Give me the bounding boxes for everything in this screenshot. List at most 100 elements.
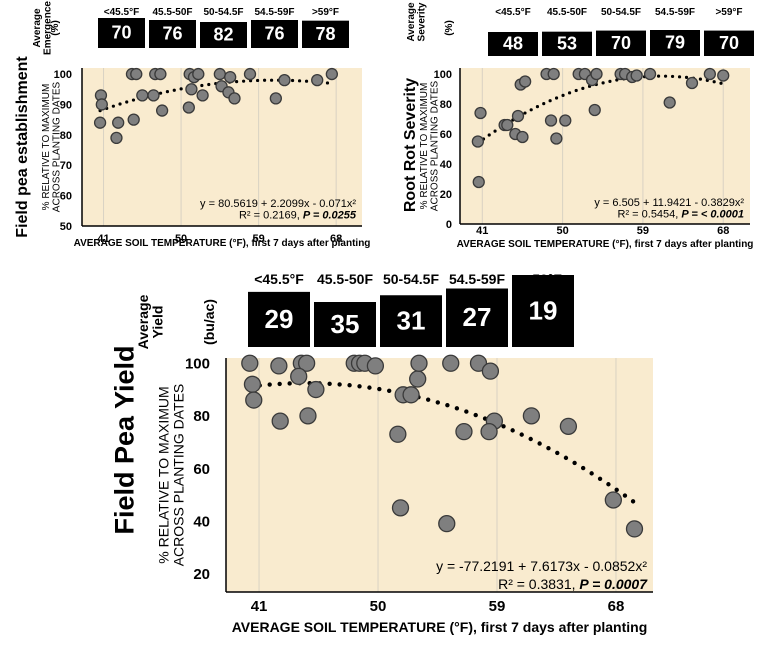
y-axis-title: % RELATIVE TO MAXIMUMACROSS PLANTING DAT…: [41, 81, 63, 212]
data-point: [469, 354, 488, 372]
data-point: [196, 89, 209, 102]
bin-range-label: 45.5-50F: [547, 7, 587, 18]
data-point: [625, 520, 644, 538]
data-point: [93, 116, 107, 129]
x-tick-label: 68: [608, 598, 625, 615]
bar-label: AverageEmergence: [32, 1, 54, 55]
bar-value-label: 70: [719, 33, 739, 53]
x-axis-title: AVERAGE SOIL TEMPERATURE (°F), first 7 d…: [232, 619, 648, 635]
y-axis-title-line: ACROSS PLANTING DATES: [52, 81, 63, 212]
data-point: [366, 357, 385, 375]
bar-label-line: Emergence: [43, 1, 54, 55]
bar-label: AverageSeverity: [406, 2, 428, 42]
x-axis-title: AVERAGE SOIL TEMPERATURE (°F), first 7 d…: [74, 238, 371, 249]
x-tick-label: 68: [717, 225, 729, 237]
data-point: [112, 116, 125, 129]
bar-unit: (bu/ac): [201, 299, 217, 345]
bar-value-label: 70: [111, 22, 131, 42]
y-tick-label: 80: [440, 99, 452, 111]
data-point: [299, 407, 317, 425]
y-tick-label: 40: [193, 513, 210, 530]
bin-range-label: 50-54.5F: [203, 7, 243, 18]
data-point: [224, 70, 237, 84]
panel-title: Root Rot Severity: [402, 78, 419, 212]
bar-label: AverageYield: [135, 294, 166, 349]
data-point: [643, 67, 657, 81]
data-point: [550, 132, 563, 145]
data-point: [311, 74, 324, 87]
summary-bar: [542, 31, 592, 56]
data-point: [604, 491, 622, 509]
p-value: P = 0.0255: [303, 210, 357, 222]
y-tick-label: 40: [440, 159, 452, 171]
bar-value-label: 29: [265, 304, 294, 334]
data-point: [410, 354, 428, 372]
data-point: [409, 370, 427, 388]
y-tick-label: 60: [193, 461, 210, 478]
y-tick-label: 100: [434, 69, 452, 81]
data-point: [516, 130, 529, 144]
data-point: [481, 362, 500, 380]
summary-bar: [98, 18, 145, 48]
y-tick-label: 70: [60, 160, 72, 172]
data-point: [110, 131, 123, 145]
regression-stats: R² = 0.2169, P = 0.0255: [239, 210, 357, 222]
y-tick-label: 90: [60, 99, 72, 111]
bar-value-label: 70: [611, 33, 631, 53]
data-point: [442, 354, 460, 372]
bar-unit: (%): [444, 20, 455, 36]
data-point: [685, 76, 699, 90]
bar-value-label: 35: [331, 309, 360, 339]
r-squared: R² = 0.2169,: [239, 210, 303, 222]
data-point: [241, 354, 259, 372]
data-point: [136, 89, 149, 102]
data-point: [559, 417, 578, 436]
regression-equation: y = 80.5619 + 2.2099x - 0.071x²: [200, 198, 356, 210]
summary-bar: [302, 20, 349, 48]
y-tick-label: 50: [60, 221, 72, 233]
x-tick-label: 41: [251, 598, 268, 615]
p-value: P = < 0.0001: [681, 209, 744, 221]
plot-area: [226, 358, 653, 592]
y-axis-title: % RELATIVE TO MAXIMUMACROSS PLANTING DAT…: [156, 384, 187, 567]
plot-area: [460, 68, 750, 224]
y-axis-title: % RELATIVE TO MAXIMUMACROSS PLANTING DAT…: [419, 80, 441, 211]
bar-unit: (%): [50, 20, 61, 36]
bin-range-label: <45.5°F: [495, 7, 530, 18]
data-point: [547, 67, 560, 81]
data-point: [130, 67, 143, 81]
data-point: [703, 67, 716, 81]
bar-label-line: Average: [135, 294, 151, 349]
x-tick-label: 59: [489, 598, 506, 615]
data-point: [182, 101, 195, 114]
data-point: [147, 89, 160, 102]
bar-value-label: 79: [665, 32, 685, 52]
bin-range-label: 50-54.5F: [383, 271, 439, 287]
bar-label-line: Average: [406, 2, 417, 42]
panel-field-pea-establishment: 41 50 59 68 50 60 70 80 90 100 y = 80.5619 + 2.209…: [14, 1, 371, 249]
data-point: [402, 386, 420, 404]
bar-label-line: Yield: [150, 306, 166, 339]
y-axis-title-line: % RELATIVE TO MAXIMUM: [41, 84, 52, 211]
bar-value-label: 19: [529, 295, 558, 325]
data-point: [518, 75, 532, 88]
bin-range-label: >59°F: [524, 271, 562, 287]
data-point: [278, 74, 291, 87]
data-point: [511, 109, 525, 123]
x-tick-label: 50: [370, 598, 387, 615]
data-point: [630, 69, 643, 82]
bin-range-label: 54.5-59F: [254, 7, 294, 18]
panel-root-rot-severity: 41 50 59 68 0 20 40 60 80 100 y = 6.505 + 11.9421 …: [402, 2, 754, 250]
data-point: [155, 104, 169, 117]
bin-range-label: <45.5°F: [104, 7, 139, 18]
data-point: [325, 67, 338, 81]
summary-bar: [314, 302, 376, 347]
y-tick-label: 80: [193, 408, 210, 425]
bin-range-label: 50-54.5F: [601, 7, 641, 18]
summary-bar: [650, 30, 700, 56]
regression-equation: y = 6.505 + 11.9421 - 0.3829x²: [594, 197, 744, 209]
data-point: [588, 103, 601, 117]
data-point: [501, 118, 514, 132]
bar-value-label: 78: [315, 24, 335, 44]
